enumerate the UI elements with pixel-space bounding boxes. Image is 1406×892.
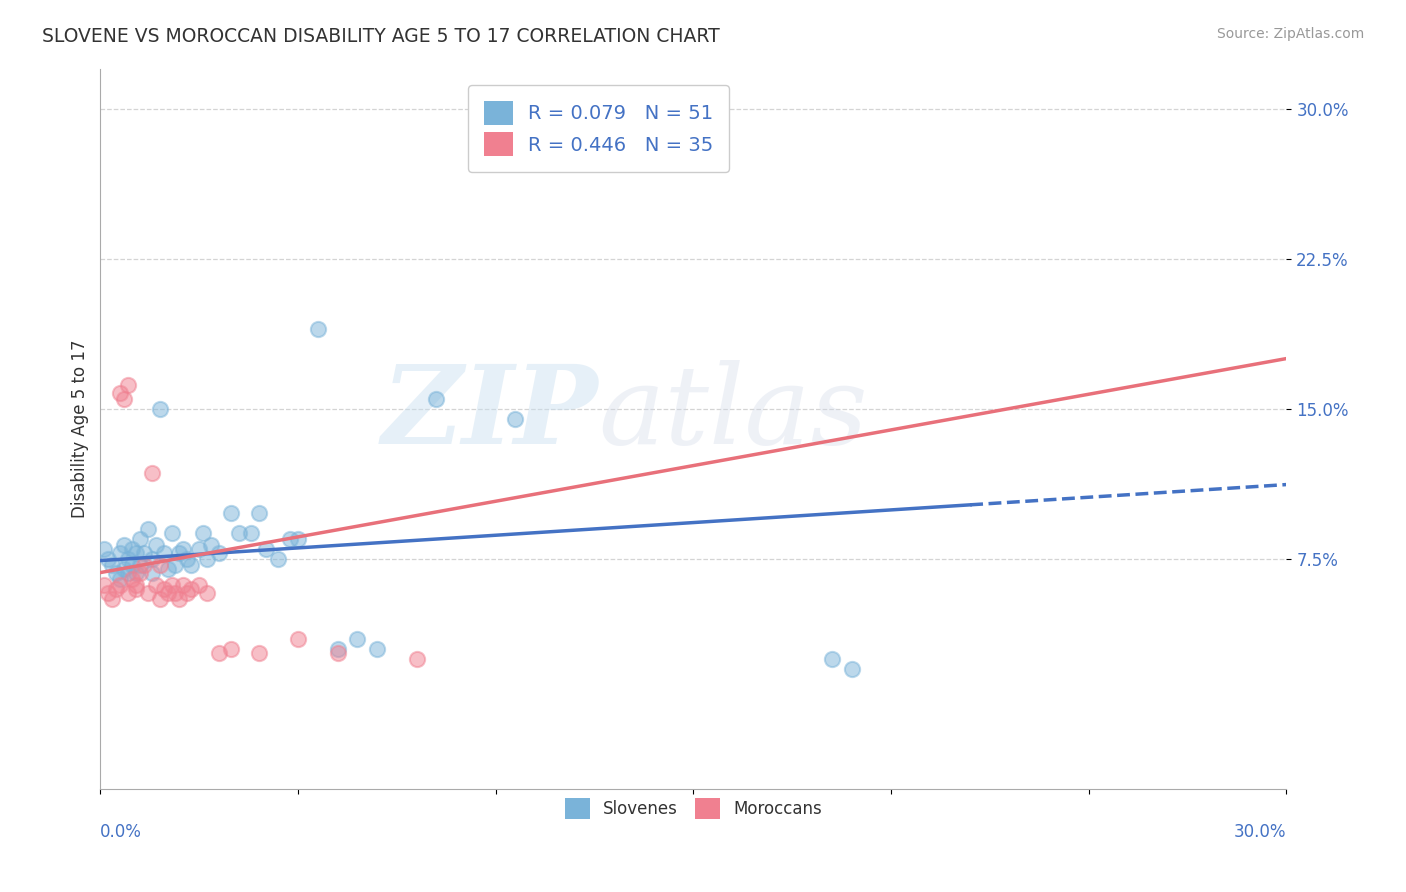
Point [346,632,368,646]
Point [141,466,163,480]
Point [176,585,198,599]
Point [841,662,863,676]
Y-axis label: Disability Age 5 to 17: Disability Age 5 to 17 [72,339,89,518]
Point [108,572,131,586]
Point [180,558,202,572]
Point [145,577,167,591]
Point [160,525,183,540]
Point [105,582,128,596]
Point [128,566,150,580]
Point [228,525,250,540]
Text: ZIP: ZIP [382,360,599,468]
Point [149,401,172,416]
Point [101,558,124,572]
Point [125,545,148,559]
Point [152,582,174,596]
Point [97,551,120,566]
Point [117,566,139,580]
Point [149,558,172,572]
Point [141,566,163,580]
Point [132,558,155,572]
Point [165,585,187,599]
Text: Source: ZipAtlas.com: Source: ZipAtlas.com [1216,27,1364,41]
Point [112,538,135,552]
Point [191,525,214,540]
Point [128,558,150,572]
Point [287,532,309,546]
Point [188,577,211,591]
Point [208,545,231,559]
Point [366,641,388,656]
Point [108,577,131,591]
Point [278,532,301,546]
Point [128,532,150,546]
Point [156,585,179,599]
Point [247,646,270,660]
Point [169,545,191,559]
Point [108,545,131,559]
Point [326,641,349,656]
Point [505,411,527,425]
Point [117,377,139,392]
Point [254,541,277,556]
Point [425,392,447,406]
Point [165,558,187,572]
Point [149,591,172,606]
Point [287,632,309,646]
Point [108,385,131,400]
Legend: Slovenes, Moroccans: Slovenes, Moroccans [557,790,830,827]
Point [176,551,198,566]
Point [172,577,194,591]
Point [195,585,218,599]
Point [152,545,174,559]
Point [132,545,155,559]
Point [101,591,124,606]
Point [117,551,139,566]
Point [136,585,159,599]
Point [125,577,148,591]
Point [208,646,231,660]
Point [93,577,115,591]
Point [180,582,202,596]
Point [219,641,242,656]
Point [188,541,211,556]
Point [125,582,148,596]
Point [97,585,120,599]
Point [200,538,222,552]
Point [156,561,179,575]
Point [326,646,349,660]
Point [112,392,135,406]
Point [247,506,270,520]
Text: atlas: atlas [599,360,868,468]
Point [112,561,135,575]
Point [121,572,143,586]
Point [93,541,115,556]
Point [267,551,290,566]
Point [195,551,218,566]
Point [141,551,163,566]
Text: SLOVENE VS MOROCCAN DISABILITY AGE 5 TO 17 CORRELATION CHART: SLOVENE VS MOROCCAN DISABILITY AGE 5 TO … [42,27,720,45]
Point [172,541,194,556]
Point [117,585,139,599]
Point [121,558,143,572]
Point [239,525,262,540]
Point [145,538,167,552]
Point [136,522,159,536]
Text: 30.0%: 30.0% [1234,823,1286,841]
Text: 0.0%: 0.0% [100,823,142,841]
Point [169,591,191,606]
Point [821,651,844,665]
Point [219,506,242,520]
Point [105,566,128,580]
Point [405,651,427,665]
Point [121,541,143,556]
Point [125,566,148,580]
Point [160,577,183,591]
Point [307,321,329,335]
